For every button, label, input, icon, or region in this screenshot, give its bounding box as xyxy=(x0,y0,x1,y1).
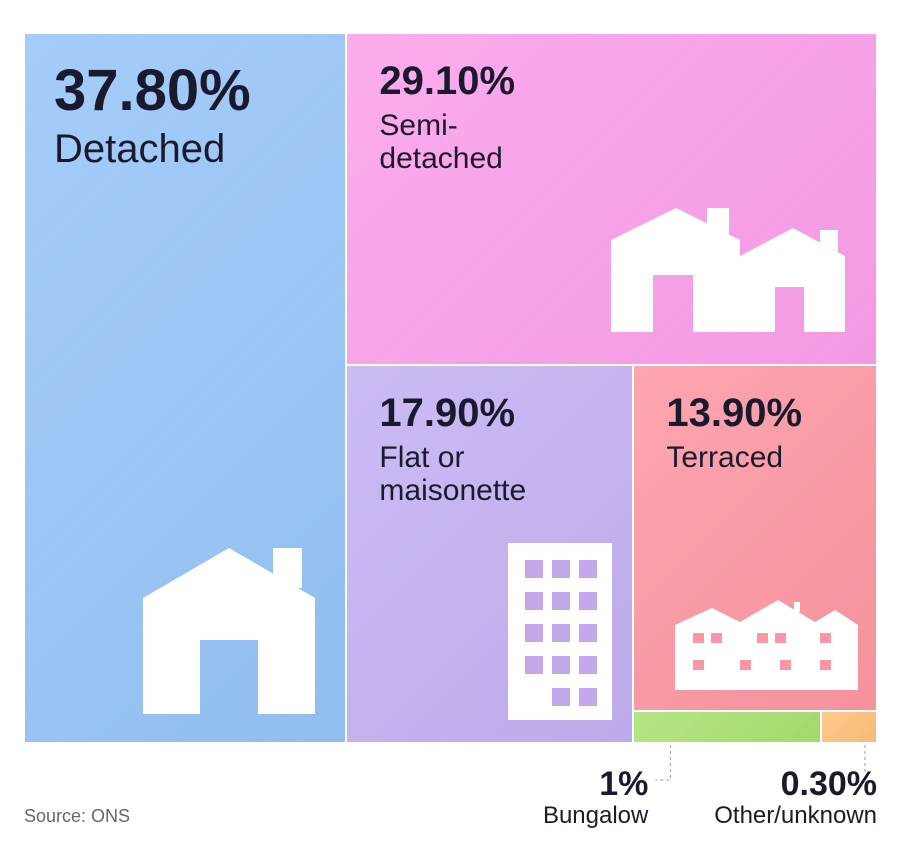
treemap-cell xyxy=(24,33,347,743)
treemap-cell xyxy=(633,710,821,743)
treemap-cell xyxy=(820,710,877,743)
category-label: Flat or maisonette xyxy=(379,441,527,508)
value-label: 1% xyxy=(599,765,649,803)
source: Source: ONS xyxy=(24,806,131,826)
value-label: 29.10% xyxy=(379,59,516,103)
cell-label: 13.90% Terraced xyxy=(666,391,846,474)
cell-label: 29.10% Semi-detached xyxy=(379,59,559,175)
value-label: 13.90% xyxy=(666,391,803,436)
cell-label: 0.30% Other/unknown xyxy=(714,765,877,830)
value-label: 0.30% xyxy=(780,765,877,803)
category-label: Semi-detached xyxy=(379,109,503,175)
value-label: 17.90% xyxy=(379,391,516,436)
category-label: Other/unknown xyxy=(714,802,877,830)
value-label: 37.80% xyxy=(54,58,251,123)
cell-label: 37.80% Detached xyxy=(54,59,334,171)
category-label: Detached xyxy=(54,126,226,171)
category-label: Terraced xyxy=(666,441,784,475)
cell-label: 1% Bungalow xyxy=(542,765,649,830)
leader-line xyxy=(655,745,671,781)
category-label: Bungalow xyxy=(542,802,649,830)
cell-label: 17.90% Flat or maisonette xyxy=(379,391,559,507)
